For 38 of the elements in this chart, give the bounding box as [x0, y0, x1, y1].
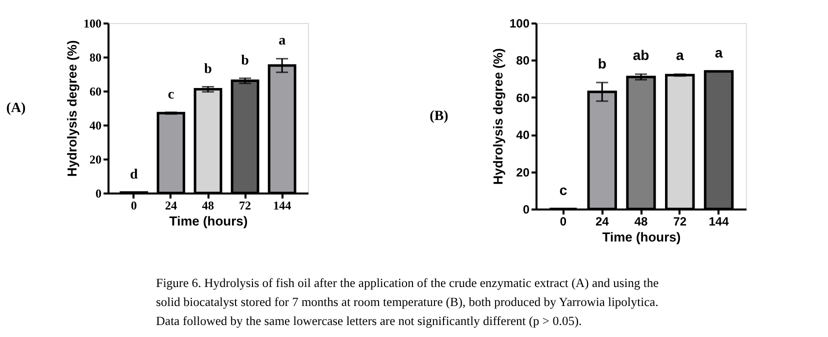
x-tick-label: 72 [239, 198, 252, 212]
x-tick-label: 48 [202, 198, 214, 212]
annotation: c [168, 87, 174, 102]
x-tick-label: 144 [273, 198, 292, 212]
annotation: b [598, 56, 606, 72]
y-tick-label: 60 [90, 84, 102, 98]
annotation: a [676, 47, 684, 64]
y-tick-label: 80 [90, 50, 102, 64]
annotation: d [130, 167, 138, 182]
x-tick-label: 0 [130, 198, 137, 212]
annotation: a [714, 44, 723, 60]
text: (A) [6, 101, 26, 116]
y-tick-label: 40 [516, 128, 530, 142]
annotation: a [278, 34, 286, 49]
x-tick-label: 144 [708, 214, 730, 228]
x-tick-label: 48 [634, 214, 648, 228]
caption: Figure 6. Hydrolysis of fish oil after the application of the crude enzymatic extract (A) and using the solid biocatalyst stored for 7 months at room temperature (B), both produced by Yarrowia lipolytica. Data followed by the same lowercase letters are not significantly different (p > 0.05). [156, 276, 660, 328]
x-tick-label: 72 [673, 214, 687, 228]
y-axis-title: Hydrolysis degree (%) [490, 48, 506, 185]
y-tick-label: 20 [90, 152, 102, 166]
y-tick-label: 0 [96, 186, 102, 200]
annotation: b [204, 62, 212, 77]
y-tick-label: 100 [84, 16, 102, 30]
annotation: ab [632, 47, 650, 64]
x-axis-title: Time (hours) [169, 214, 248, 228]
annotation: b [241, 53, 250, 68]
y-tick-label: 20 [516, 165, 530, 180]
y-axis-title: Hydrolysis degree (%) [64, 40, 80, 177]
x-axis-title: Time (hours) [602, 230, 681, 244]
y-tick-label: 40 [90, 118, 102, 132]
x-tick-label: 0 [560, 214, 567, 228]
y-tick-label: 60 [516, 90, 530, 105]
annotation: c [559, 182, 568, 198]
x-tick-label: 24 [164, 198, 177, 212]
text: (B) [430, 109, 449, 124]
x-tick-label: 24 [595, 214, 610, 228]
y-tick-label: 80 [516, 54, 530, 68]
y-tick-label: 100 [509, 16, 530, 30]
